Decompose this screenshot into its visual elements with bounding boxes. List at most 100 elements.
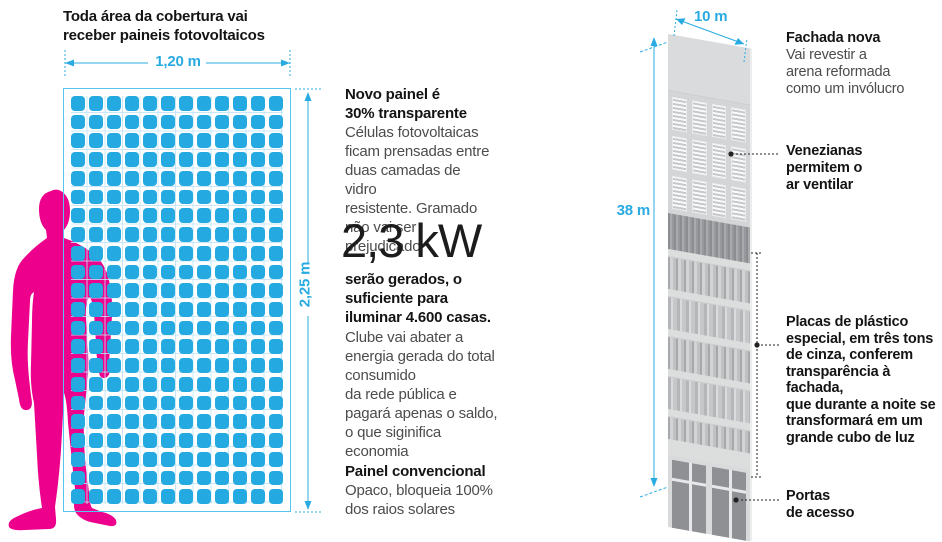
panel-cell [233,133,247,149]
panel-cell [125,414,139,430]
panel-cell [197,470,211,486]
panel-cell [143,339,157,355]
panel-cell [233,264,247,280]
panel-cell [71,189,85,205]
panel-cell [143,302,157,317]
panel-cell [215,96,229,111]
facade-label-block: Fachada nova Vai revestir a arena reform… [786,30,938,98]
panel-cell [215,152,229,167]
louver-panel [731,146,746,183]
panel-cell [251,395,265,411]
panel-cell [71,208,85,224]
panel-cell [107,451,121,467]
panel-cell [143,245,157,261]
panel-cell [251,320,265,336]
panel-cell [161,414,175,430]
panel-cell [215,489,229,504]
panel-cell [269,302,283,317]
panel-cell [161,320,175,336]
panel-cell [197,227,211,242]
panel-cell [107,414,121,430]
panel-cell [161,376,175,392]
panel-cell [125,133,139,149]
panel-cell [71,133,85,149]
panel-cell [71,358,85,373]
panel-cell [179,470,193,486]
panel-cell [89,470,103,486]
panel-cell [233,245,247,261]
panel-cell [161,339,175,355]
panel-cell [143,114,157,130]
panel-cell [215,470,229,486]
panel-cell [143,133,157,149]
panel-cell [161,133,175,149]
panel-cell [215,339,229,355]
panel-cell [161,208,175,224]
panel-cell [197,451,211,467]
panel-cell [125,358,139,373]
panel-cell [197,489,211,504]
panel-cell [251,152,265,167]
panel-cell [107,358,121,373]
panel-cell [251,376,265,392]
panel-cell [251,451,265,467]
panel-cell [179,189,193,205]
arrowheads [650,37,658,487]
louver-panel [731,107,746,144]
panel-cell [215,133,229,149]
panel-cell [179,376,193,392]
panel-cell [89,358,103,373]
panel-cell [161,489,175,504]
louvers-label: Venezianas permitem o ar ventilar [786,143,863,193]
conventional-panel-block: Painel convencional Opaco, bloqueia 100%… [345,462,515,519]
panel-cell [161,245,175,261]
panel-cell [161,114,175,130]
panel-cell [143,489,157,504]
panel-cell [179,133,193,149]
panel-cell [215,208,229,224]
louver-panel [691,100,707,137]
panel-cell [107,152,121,167]
panel-cell [107,245,121,261]
panel-cell [89,433,103,448]
panel-cell [125,376,139,392]
louver-panel [672,175,687,212]
panel-cell [107,283,121,298]
panel-cell [233,302,247,317]
panel-cell [107,320,121,336]
panel-cell [107,227,121,242]
conventional-panel-body: Opaco, bloqueia 100% dos raios solares [345,482,493,518]
panel-width-label: 1,20 m [155,53,201,70]
panel-cell [251,302,265,317]
panel-cell [71,96,85,111]
panel-cell [269,189,283,205]
panel-cell [251,133,265,149]
panel-cell [215,283,229,298]
building-facade [668,34,752,542]
intro-text: Toda área da cobertura vai receber paine… [63,8,265,44]
panel-cell [89,302,103,317]
panel-cell [71,395,85,411]
panel-cell [197,283,211,298]
panel-cell [215,451,229,467]
panel-cell [143,264,157,280]
panel-cell [269,283,283,298]
panel-cell [215,170,229,186]
panel-cell [197,358,211,373]
panel-cell [179,339,193,355]
panel-cell [197,339,211,355]
panel-cell [89,283,103,298]
panel-cell [89,451,103,467]
panel-cell [215,395,229,411]
panel-cell [197,152,211,167]
panel-cell [215,114,229,130]
panel-cell [125,395,139,411]
panel-cell [71,114,85,130]
panel-cell [71,320,85,336]
panel-cell [233,376,247,392]
panel-cell [107,376,121,392]
panel-cell [161,470,175,486]
panel-cell [161,395,175,411]
louver-panel [691,139,707,176]
panel-cell [89,152,103,167]
